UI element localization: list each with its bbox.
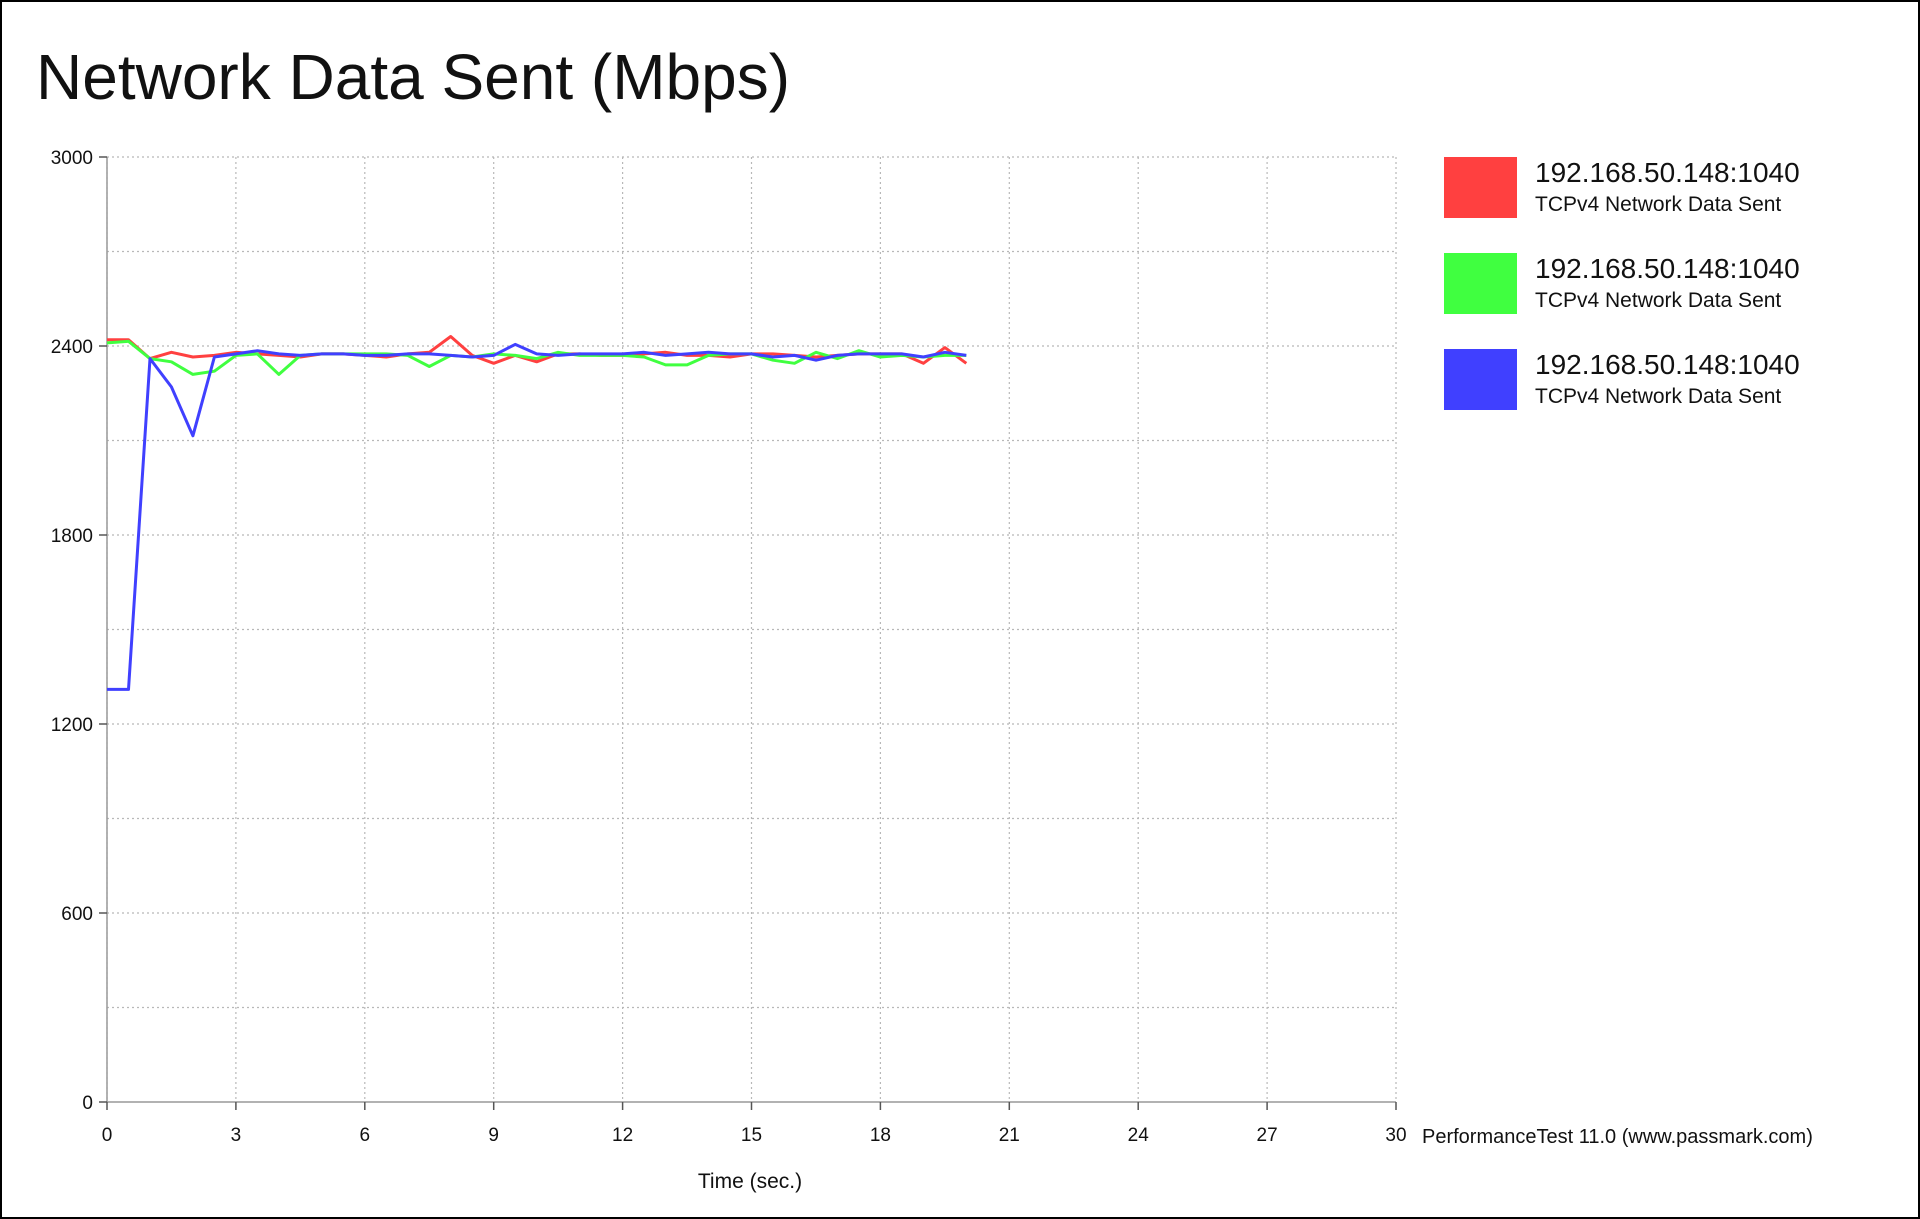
x-tick-label-10: 30 [1385, 1125, 1406, 1146]
series-line-2 [106, 339, 967, 376]
legend-item-1: 192.168.50.148:1040 TCPv4 Network Data S… [1444, 157, 1874, 219]
x-tick-label-6: 18 [870, 1125, 891, 1146]
y-tick-label-2: 1200 [51, 715, 93, 736]
grid-lines [106, 156, 1397, 1102]
y-tick-label-4: 2400 [51, 337, 93, 358]
x-tick-label-4: 12 [612, 1125, 633, 1146]
x-tick-label-5: 15 [741, 1125, 762, 1146]
tick-labels: 0 600 1200 1800 2400 3000 0 3 6 9 12 15 18 21 24 27 30 [51, 148, 1407, 1146]
y-tick-label-5: 3000 [51, 148, 93, 169]
y-tick-label-3: 1800 [51, 526, 93, 547]
x-axis-title: Time (sec.) [698, 1170, 802, 1193]
x-tick-label-9: 27 [1257, 1125, 1278, 1146]
x-tick-label-0: 0 [102, 1125, 113, 1146]
legend-sublabel-2: TCPv4 Network Data Sent [1535, 289, 1782, 312]
x-tick-label-1: 3 [231, 1125, 242, 1146]
legend-swatch-3 [1444, 349, 1517, 410]
legend-swatch-2 [1444, 253, 1517, 314]
x-tick-label-3: 9 [488, 1125, 499, 1146]
y-tick-label-1: 600 [61, 904, 93, 925]
legend-item-3: 192.168.50.148:1040 TCPv4 Network Data S… [1444, 349, 1874, 411]
y-tick-label-0: 0 [82, 1093, 93, 1114]
x-tick-label-8: 24 [1128, 1125, 1150, 1146]
legend-label-3: 192.168.50.148:1040 [1535, 349, 1800, 380]
chart-title: Network Data Sent (Mbps) [36, 41, 791, 113]
legend-label-2: 192.168.50.148:1040 [1535, 253, 1800, 284]
axes [99, 156, 1397, 1110]
watermark-text: PerformanceTest 11.0 (www.passmark.com) [1422, 1126, 1813, 1148]
series-lines [106, 335, 968, 691]
series-line-3 [107, 342, 967, 691]
legend-sublabel-1: TCPv4 Network Data Sent [1535, 193, 1782, 216]
x-tick-label-2: 6 [360, 1125, 371, 1146]
legend-item-2: 192.168.50.148:1040 TCPv4 Network Data S… [1444, 253, 1874, 315]
legend-label-1: 192.168.50.148:1040 [1535, 157, 1800, 188]
legend-swatch-1 [1444, 157, 1517, 218]
legend-sublabel-3: TCPv4 Network Data Sent [1535, 385, 1782, 408]
x-tick-label-7: 21 [999, 1125, 1020, 1146]
